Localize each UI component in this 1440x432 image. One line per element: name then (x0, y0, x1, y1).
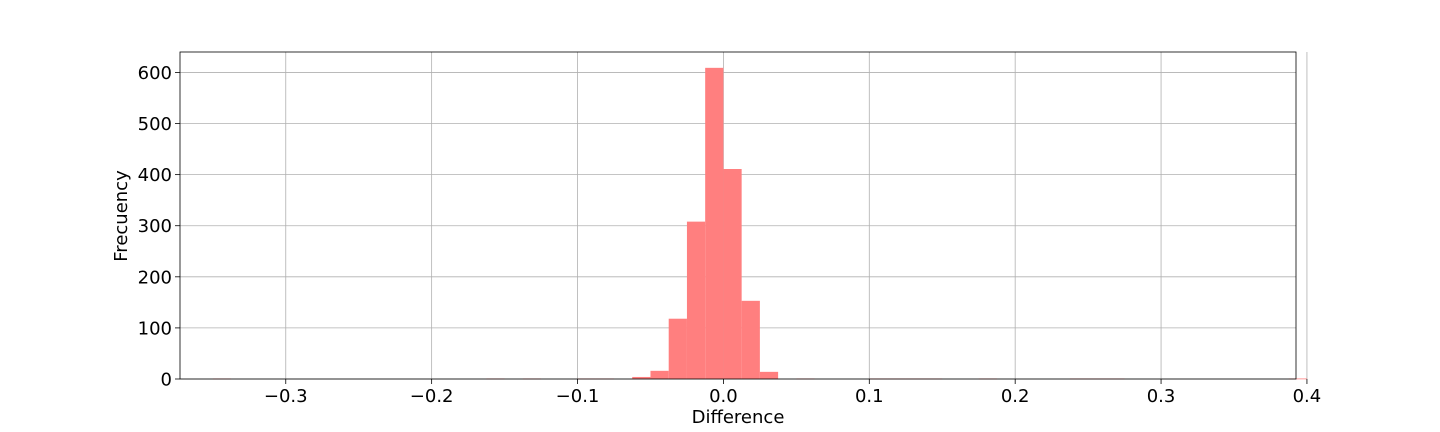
x-tick-label: −0.3 (264, 386, 308, 407)
y-tick-label: 0 (161, 370, 172, 391)
x-tick-label: 0.2 (1001, 386, 1030, 407)
y-tick-label: 300 (138, 216, 172, 237)
y-tick-label: 600 (138, 63, 172, 84)
histogram-bar (705, 67, 724, 380)
y-tick-label: 100 (138, 318, 172, 339)
x-tick-label: 0.1 (855, 386, 884, 407)
y-tick-label: 200 (138, 267, 172, 288)
plot-frame (179, 51, 1297, 380)
y-tick-label: 500 (138, 114, 172, 135)
x-tick-label: −0.2 (410, 386, 454, 407)
bars (212, 67, 1307, 380)
histogram-bar (650, 370, 669, 379)
histogram-bar (723, 169, 742, 379)
histogram-bar (1288, 378, 1307, 380)
x-tick-label: −0.1 (556, 386, 600, 407)
x-axis-ticks: −0.3 −0.2 −0.1 0.0 0.1 0.2 0.3 0.4 (264, 379, 1321, 407)
histogram-bar (668, 318, 687, 379)
histogram-bar (686, 221, 706, 379)
x-tick-label: 0.4 (1293, 386, 1322, 407)
x-axis-label: Difference (692, 407, 785, 428)
histogram-bar (632, 376, 651, 379)
y-axis-label: Frecuency (111, 170, 132, 262)
x-tick-label: 0.0 (709, 386, 738, 407)
histogram-bar (741, 300, 760, 379)
y-axis-ticks: 0 100 200 300 400 500 600 (138, 63, 180, 391)
x-tick-label: 0.3 (1147, 386, 1176, 407)
histogram-bar (759, 371, 779, 379)
y-tick-label: 400 (138, 165, 172, 186)
